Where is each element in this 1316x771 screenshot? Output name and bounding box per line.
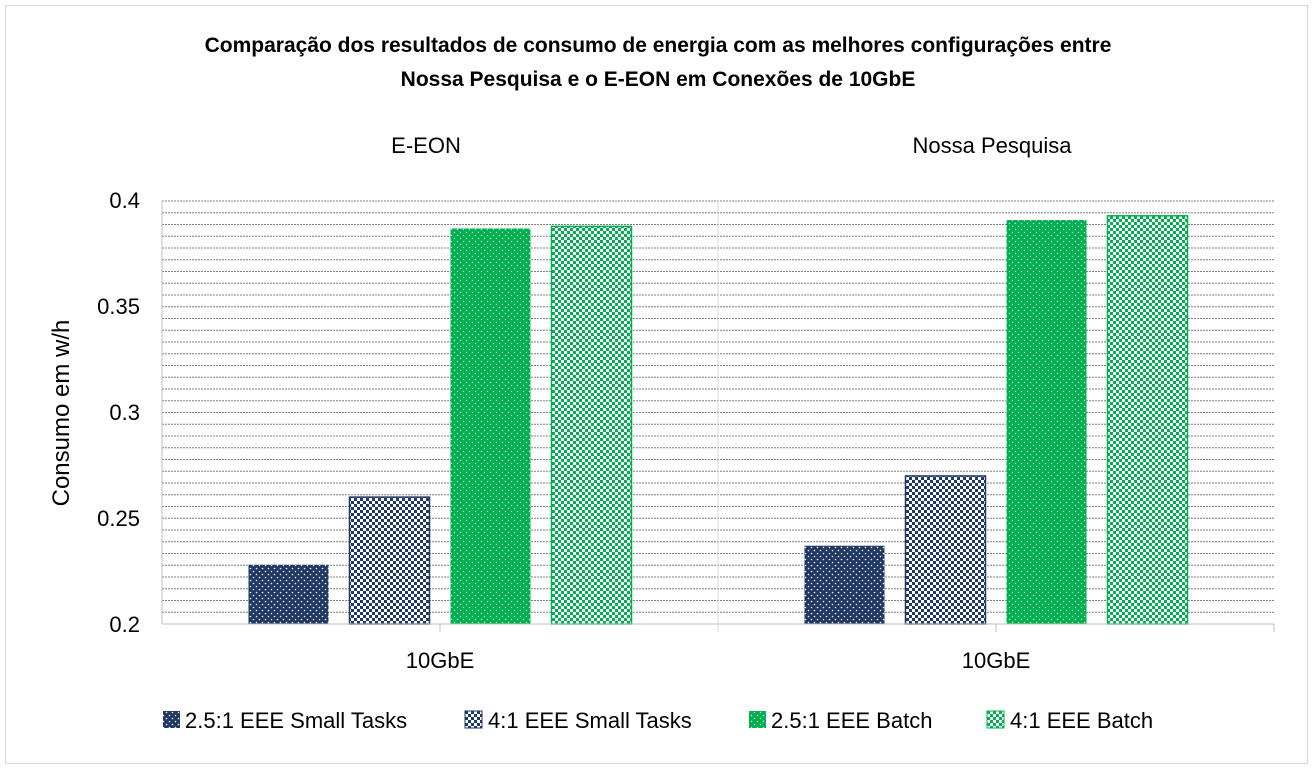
y-tick-label: 0.2 [109,612,140,637]
bar-nossa-pesquisa-series-4 [1106,215,1189,625]
legend-label: 4:1 EEE Batch [1010,708,1153,733]
legend-label: 2.5:1 EEE Batch [771,708,932,733]
legend-item-4-1-batch: 4:1 EEE Batch [986,708,1153,733]
legend-swatch [464,710,483,729]
chart-frame [5,5,1308,764]
axes [161,201,1275,632]
bar-e-eon-series-4 [550,225,633,625]
legend-label: 4:1 EEE Small Tasks [488,708,692,733]
bars [248,215,1189,625]
bar-nossa-pesquisa-series-1 [804,545,885,624]
y-axis-title: Consumo em w/h [48,320,75,507]
chart-title-line-2: Nossa Pesquisa e o E-EON em Conexões de … [401,68,916,91]
y-tick-label: 0.4 [109,188,140,213]
legend-label: 2.5:1 EEE Small Tasks [185,708,407,733]
bar-e-eon-series-2 [348,496,431,625]
x-category-label-nossa-pesquisa: 10GbE [962,648,1031,673]
legend-swatch [749,711,766,728]
x-category-label-e-eon: 10GbE [406,648,475,673]
legend-item-2-5-batch: 2.5:1 EEE Batch [749,708,932,733]
legend-item-2-5-small-tasks: 2.5:1 EEE Small Tasks [163,708,407,733]
bar-nossa-pesquisa-series-2 [904,475,987,625]
bar-nossa-pesquisa-series-3 [1006,220,1087,624]
bar-e-eon-series-1 [248,564,329,624]
legend-swatch [163,711,180,728]
y-tick-labels: 0.2 0.25 0.3 0.35 0.4 [97,188,140,637]
bar-e-eon-series-3 [450,228,531,624]
y-tick-label: 0.25 [97,506,140,531]
facet-label-e-eon: E-EON [391,133,461,158]
legend-item-4-1-small-tasks: 4:1 EEE Small Tasks [464,708,692,733]
y-tick-label: 0.35 [97,294,140,319]
chart-title-line-1: Comparação dos resultados de consumo de … [205,34,1112,57]
legend-swatch [986,710,1005,729]
facet-label-nossa-pesquisa: Nossa Pesquisa [913,133,1073,158]
y-tick-label: 0.3 [109,400,140,425]
legend: 2.5:1 EEE Small Tasks 4:1 EEE Small Task… [163,708,1153,733]
